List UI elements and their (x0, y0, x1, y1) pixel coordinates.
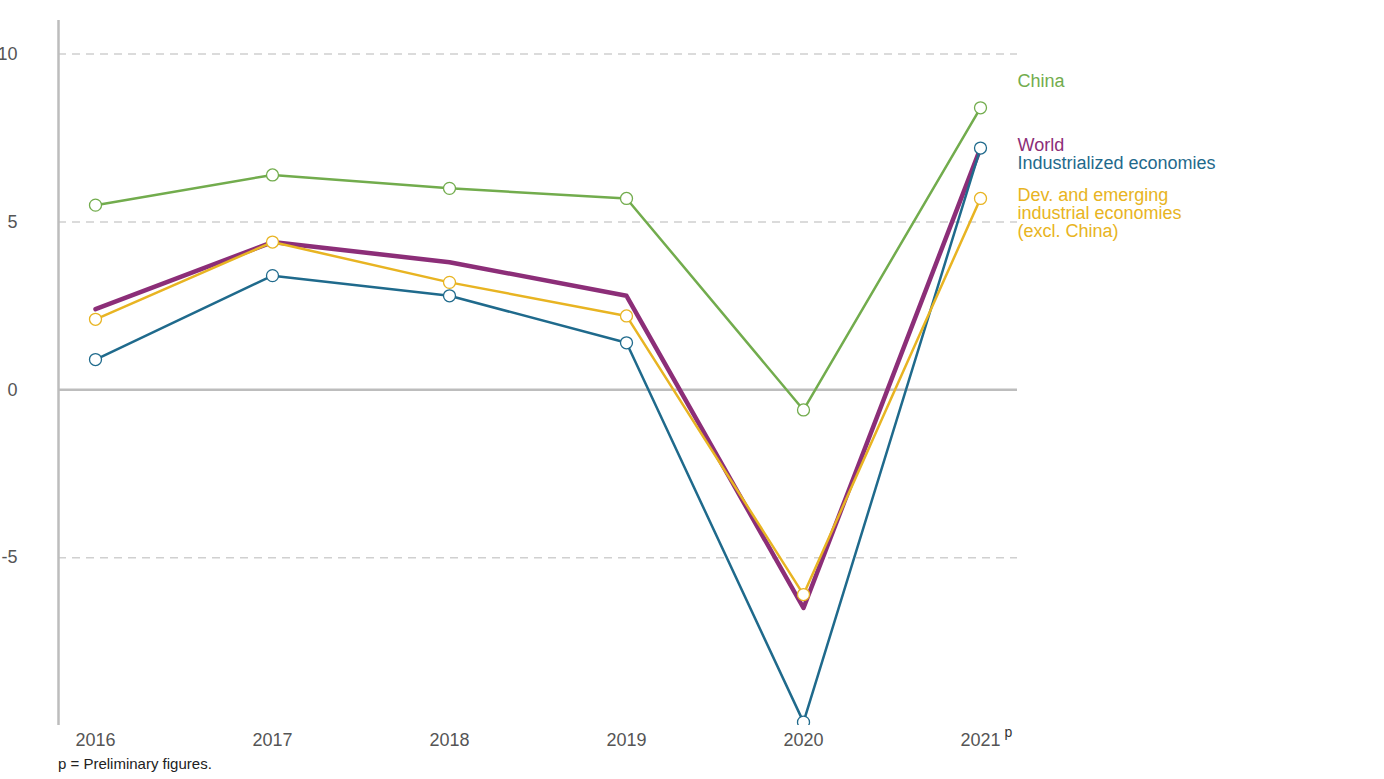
svg-text:China: China (1018, 71, 1066, 91)
svg-text:0: 0 (7, 380, 17, 400)
svg-text:5: 5 (7, 212, 17, 232)
svg-text:Dev. and emergingindustrial ec: Dev. and emergingindustrial economies(ex… (1018, 185, 1182, 241)
svg-text:Industrialized economies: Industrialized economies (1018, 153, 1216, 173)
svg-text:2021: 2021 (960, 730, 1000, 750)
svg-text:2018: 2018 (429, 730, 469, 750)
svg-text:World: World (1018, 135, 1065, 155)
svg-text:10: 10 (0, 44, 18, 64)
svg-text:2019: 2019 (606, 730, 646, 750)
svg-text:2016: 2016 (75, 730, 115, 750)
html-text:p = Preliminary figures.: p = Preliminary figures. (58, 755, 212, 772)
svg-text:-5: -5 (1, 547, 17, 567)
svg-text:2017: 2017 (252, 730, 292, 750)
svg-text:p: p (1005, 724, 1013, 740)
svg-text:2020: 2020 (783, 730, 823, 750)
